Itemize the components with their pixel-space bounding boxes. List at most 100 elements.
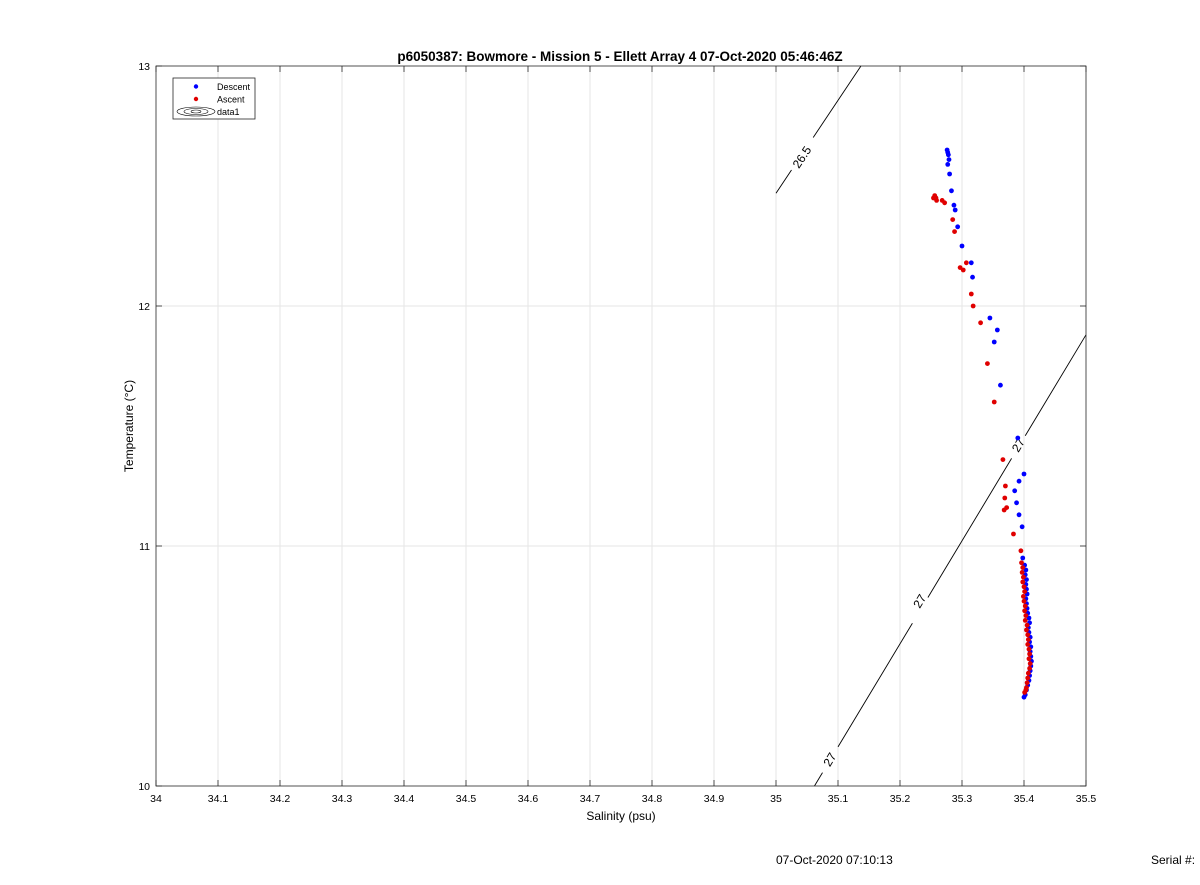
legend-ascent-marker	[193, 96, 199, 102]
descent-point	[955, 224, 961, 230]
ascent-point	[1024, 680, 1030, 686]
descent-point	[994, 327, 1000, 333]
x-tick-label: 34.4	[394, 793, 415, 805]
legend-descent-marker	[193, 84, 199, 89]
ascent-point	[1020, 594, 1026, 599]
descent-point	[1021, 694, 1027, 700]
contour-label: 27	[820, 750, 839, 769]
x-tick-label: 35.2	[890, 793, 911, 805]
legend-contour-icon	[176, 106, 216, 117]
descent-point	[1021, 471, 1027, 477]
x-tick-label: 34.3	[332, 793, 353, 805]
contour-line	[837, 623, 913, 748]
descent-point	[1016, 512, 1022, 518]
contour-label: 27	[910, 592, 929, 611]
ascent-point	[968, 291, 974, 297]
legend-box	[172, 77, 256, 120]
descent-point	[970, 274, 975, 280]
ascent-point	[1020, 565, 1026, 570]
ascent-point	[1021, 598, 1027, 604]
descent-point	[1015, 435, 1021, 441]
y-tick-label: 12	[138, 301, 150, 313]
descent-point	[947, 171, 952, 177]
ascent-point	[991, 399, 997, 405]
legend-data1-label: data1	[217, 107, 240, 117]
x-tick-label: 35.4	[1014, 793, 1035, 805]
ascent-point	[1027, 661, 1033, 666]
descent-point	[952, 207, 958, 213]
x-axis-label: Salinity (psu)	[586, 809, 655, 823]
density-contours: 26.5 27 27 27	[775, 65, 1087, 787]
ascent-point	[1025, 632, 1031, 638]
descent-point	[945, 162, 951, 167]
y-axis-label: Temperature (°C)	[122, 380, 136, 472]
ascent-point	[1002, 495, 1008, 501]
contour-label: 26.5	[790, 143, 815, 170]
ascent-point	[978, 320, 983, 326]
descent-point	[991, 339, 997, 345]
ascent-point	[1025, 675, 1031, 681]
ascent-point	[985, 361, 990, 366]
footer-serial: Serial #:	[1151, 853, 1196, 867]
ascent-point	[1027, 651, 1032, 657]
ascent-point	[1024, 622, 1030, 628]
ascent-point	[963, 260, 969, 266]
y-tick-label: 13	[138, 61, 150, 73]
x-tick-label: 35.1	[828, 793, 849, 805]
ascent-point	[1001, 507, 1007, 513]
ascent-point	[942, 200, 948, 206]
axis-ticks: 34 34.1 34.2 34.3 34.4 34.5 34.6 34.7 34.8 34.9 35…	[138, 61, 1096, 805]
ascent-point	[1027, 666, 1032, 671]
ascent-point	[1022, 618, 1028, 623]
descent-point	[1012, 488, 1018, 494]
legend-ascent-label: Ascent	[217, 95, 245, 105]
footer-timestamp: 07-Oct-2020 07:10:13	[776, 853, 893, 867]
descent-point	[951, 202, 957, 208]
contour-line	[927, 458, 1012, 598]
ascent-point	[1011, 531, 1016, 537]
ascent-point	[1020, 579, 1026, 585]
ascent-point	[1026, 656, 1032, 662]
descent-point	[987, 315, 993, 321]
ascent-point	[1019, 560, 1024, 566]
ascent-point	[1021, 584, 1027, 590]
descent-point	[968, 260, 974, 266]
x-tick-label: 34.6	[518, 793, 539, 805]
legend[interactable]: Descent Ascent data1	[172, 77, 256, 120]
ascent-point	[1020, 574, 1026, 580]
ascent-point	[1000, 457, 1006, 462]
y-tick-label: 11	[139, 541, 150, 553]
ascent-point	[1022, 690, 1028, 695]
ascent-point	[1025, 642, 1031, 647]
x-tick-label: 34.7	[580, 793, 601, 805]
y-tick-label: 10	[138, 781, 150, 793]
contour-label: 27	[1009, 436, 1028, 455]
ascent-point	[934, 198, 939, 203]
legend-descent-label: Descent	[217, 82, 251, 92]
descent-point	[998, 382, 1003, 388]
contour-line	[775, 169, 792, 194]
ascent-point	[1026, 646, 1032, 652]
descent-point	[949, 188, 954, 194]
ascent-point	[1018, 548, 1024, 554]
ascent-point	[970, 303, 976, 309]
chart-title: p6050387: Bowmore - Mission 5 - Ellett A…	[397, 49, 842, 64]
descent-point	[1016, 478, 1022, 484]
ascent-point	[950, 217, 956, 223]
x-tick-label: 34.2	[270, 793, 291, 805]
data-points	[931, 147, 1034, 700]
ascent-point	[1022, 603, 1028, 609]
ascent-point	[1023, 613, 1029, 618]
contour-line	[812, 65, 862, 138]
x-tick-label: 34	[150, 793, 162, 805]
ascent-point	[1025, 637, 1031, 642]
ascent-point	[1022, 608, 1028, 614]
descent-point	[946, 157, 952, 163]
x-tick-label: 34.5	[456, 793, 477, 805]
x-tick-label: 34.1	[208, 793, 229, 805]
grid	[156, 66, 1086, 786]
descent-point	[945, 152, 951, 158]
ascent-point	[952, 229, 957, 235]
descent-point	[959, 243, 965, 249]
